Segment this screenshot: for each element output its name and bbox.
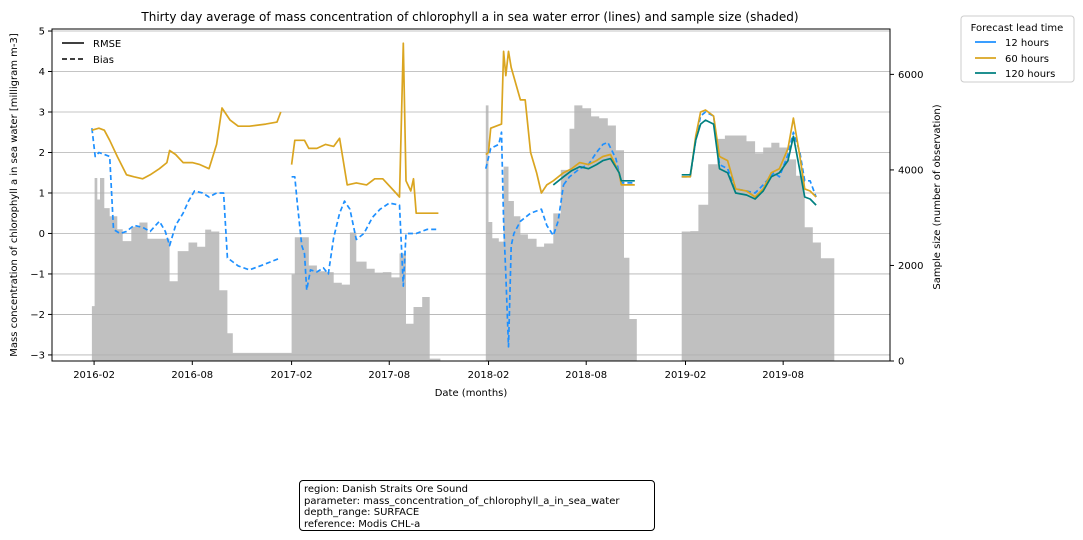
y-tick-label: 5 [39,27,45,38]
metadata-box: region: Danish Straits Ore Sound paramet… [299,480,655,531]
series-120-hours-rmse-line [552,157,635,186]
series-60-hours-rmse-line [91,107,282,180]
plot-frame [51,28,891,362]
y-tick-label: −3 [30,350,45,361]
axes: 2016-02 2016-08 2017-02 2017-08 2018-02 2018-… [30,27,923,381]
series-12-hours-bias-line [562,141,635,186]
y2-tick-label: 4000 [898,165,923,176]
x-tick-label: 2019-08 [762,370,804,381]
y-tick-label: 1 [39,188,45,199]
x-tick-label: 2018-08 [565,370,607,381]
x-axis-label: Date (months) [435,388,508,399]
y-tick-label: 2 [39,148,45,159]
lead-legend-title: Forecast lead time [971,23,1064,34]
plot-area [52,30,890,362]
lead-time-legend: Forecast lead time 12 hours 60 hours 120… [960,15,1075,83]
y2-tick-label: 2000 [898,261,923,272]
y-tick-label: −1 [30,269,45,280]
legend-rmse-label: RMSE [93,39,121,50]
y-tick-label: −2 [30,310,45,321]
legend-12h-label: 12 hours [1005,38,1049,49]
series-12-hours-bias-line [291,175,439,291]
reference-text: reference: Modis CHL-a [304,518,421,530]
x-tick-label: 2016-02 [73,370,115,381]
series-60-hours-rmse-line [681,109,817,198]
lead-legend-frame [960,15,1075,83]
y2-tick-label: 0 [898,357,904,368]
y-tick-label: 3 [39,108,45,119]
sample-size-area [681,135,835,361]
legend-bias-label: Bias [93,55,114,66]
x-tick-label: 2016-08 [171,370,213,381]
chart-title: Thirty day average of mass concentration… [140,10,798,24]
legend-120h-label: 120 hours [1005,69,1055,80]
series-12-hours-bias-line [484,131,565,348]
style-legend: RMSE Bias [62,39,121,66]
y-axis-label: Mass concentration of chlorophyll a in s… [9,33,20,357]
x-tick-label: 2017-08 [368,370,410,381]
y2-tick-label: 6000 [898,70,923,81]
series-60-hours-rmse-line [485,50,635,194]
series-60-hours-rmse-line [290,42,439,215]
sample-size-area [91,178,441,361]
series-12-hours-bias-line [91,128,282,271]
y-tick-label: 4 [39,67,45,78]
x-tick-label: 2017-02 [271,370,313,381]
region-text: region: Danish Straits Ore Sound [304,484,469,495]
parameter-text: parameter: mass_concentration_of_chlorop… [304,495,620,507]
x-tick-label: 2018-02 [468,370,510,381]
x-tick-label: 2019-02 [665,370,707,381]
series-120-hours-rmse-line [681,119,817,206]
y2-axis-label: Sample size (number of observation) [932,104,943,289]
legend-60h-label: 60 hours [1005,54,1049,65]
y-tick-label: 0 [39,229,45,240]
depth-range-text: depth_range: SURFACE [304,507,420,518]
